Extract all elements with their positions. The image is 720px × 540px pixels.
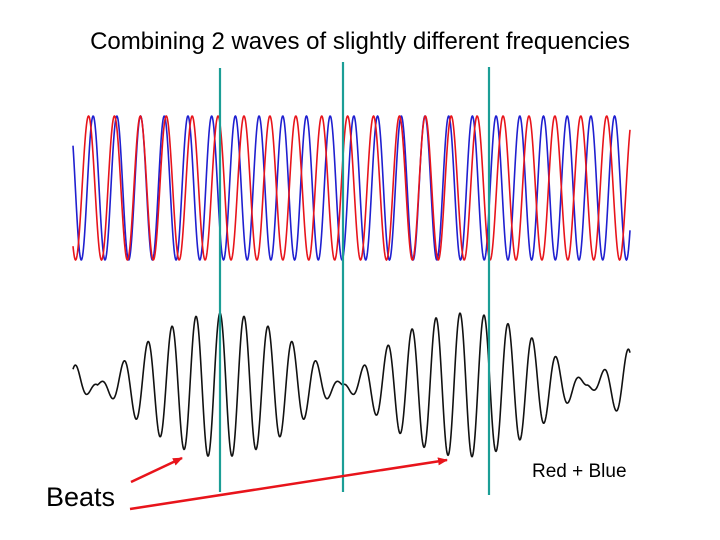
red-wave <box>72 115 631 261</box>
blue-wave <box>72 115 631 261</box>
slide-title: Combining 2 waves of slightly different … <box>90 28 630 55</box>
beat-arrow <box>130 456 183 484</box>
sum-wave-label: Red + Blue <box>532 461 627 482</box>
beats-label: Beats <box>46 482 116 512</box>
beat-arrow <box>129 457 448 511</box>
sum-wave <box>72 312 631 458</box>
